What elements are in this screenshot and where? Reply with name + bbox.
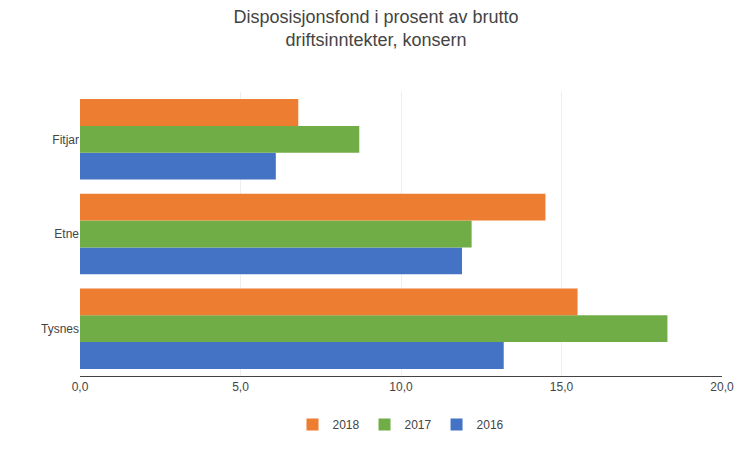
svg-text:0,0: 0,0 bbox=[72, 380, 89, 394]
svg-text:Etne: Etne bbox=[54, 227, 79, 241]
svg-text:10,0: 10,0 bbox=[389, 380, 413, 394]
svg-text:2017: 2017 bbox=[405, 418, 432, 432]
svg-text:Fitjar: Fitjar bbox=[52, 133, 79, 147]
svg-text:Tysnes: Tysnes bbox=[41, 322, 79, 336]
svg-text:2018: 2018 bbox=[333, 418, 360, 432]
svg-text:20,0: 20,0 bbox=[710, 380, 734, 394]
svg-text:Disposisjonsfond i prosent av: Disposisjonsfond i prosent av bruttodrif… bbox=[233, 7, 518, 50]
svg-text:5,0: 5,0 bbox=[232, 380, 249, 394]
svg-text:15,0: 15,0 bbox=[550, 380, 574, 394]
svg-text:2016: 2016 bbox=[477, 418, 504, 432]
